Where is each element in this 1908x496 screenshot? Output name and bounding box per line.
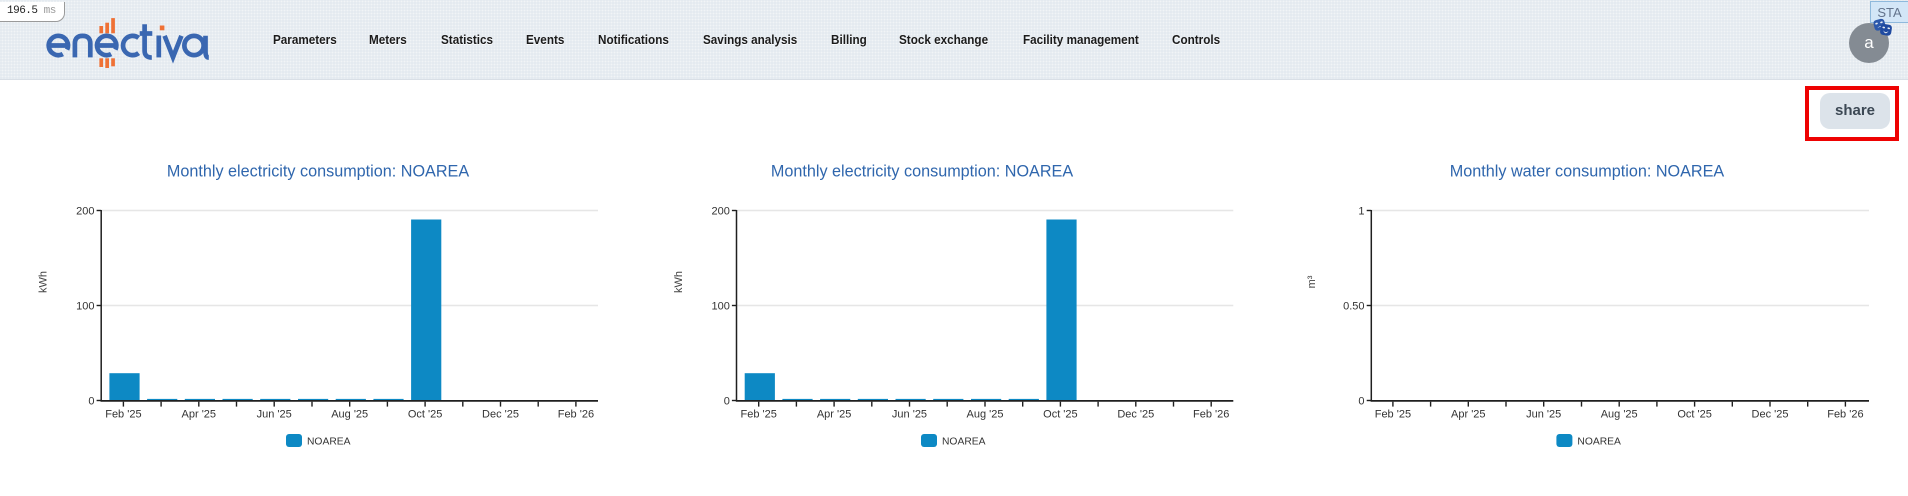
svg-text:Apr '25: Apr '25 bbox=[817, 409, 852, 421]
svg-text:Oct '25: Oct '25 bbox=[1677, 409, 1712, 421]
svg-text:Oct '25: Oct '25 bbox=[1043, 409, 1078, 421]
svg-text:kWh: kWh bbox=[673, 271, 685, 293]
svg-text:Jun '25: Jun '25 bbox=[257, 409, 292, 421]
svg-text:kWh: kWh bbox=[38, 271, 50, 293]
svg-text:100: 100 bbox=[712, 301, 730, 313]
svg-text:Feb '25: Feb '25 bbox=[1375, 409, 1411, 421]
svg-text:Dec '25: Dec '25 bbox=[1752, 409, 1789, 421]
svg-text:0: 0 bbox=[1358, 396, 1364, 408]
svg-text:Aug '25: Aug '25 bbox=[1601, 409, 1638, 421]
svg-text:Dec '25: Dec '25 bbox=[1117, 409, 1154, 421]
svg-text:0: 0 bbox=[724, 396, 730, 408]
svg-text:Oct '25: Oct '25 bbox=[408, 409, 443, 421]
svg-text:Monthly electricity consumptio: Monthly electricity consumption: NOAREA bbox=[771, 163, 1073, 181]
svg-text:NOAREA: NOAREA bbox=[307, 437, 351, 448]
svg-text:Apr '25: Apr '25 bbox=[1451, 409, 1486, 421]
svg-text:Feb '26: Feb '26 bbox=[558, 409, 594, 421]
svg-text:Monthly water consumption: NOA: Monthly water consumption: NOAREA bbox=[1450, 163, 1725, 181]
svg-text:Feb '26: Feb '26 bbox=[1193, 409, 1229, 421]
svg-text:100: 100 bbox=[76, 301, 94, 313]
svg-text:NOAREA: NOAREA bbox=[942, 437, 986, 448]
svg-text:m³: m³ bbox=[1306, 275, 1318, 288]
svg-text:Aug '25: Aug '25 bbox=[331, 409, 368, 421]
svg-text:Apr '25: Apr '25 bbox=[182, 409, 217, 421]
svg-text:200: 200 bbox=[712, 206, 730, 218]
svg-text:Feb '25: Feb '25 bbox=[741, 409, 777, 421]
svg-text:Feb '25: Feb '25 bbox=[105, 409, 141, 421]
svg-text:200: 200 bbox=[76, 206, 94, 218]
svg-text:Jun '25: Jun '25 bbox=[1526, 409, 1561, 421]
svg-text:Dec '25: Dec '25 bbox=[482, 409, 519, 421]
svg-text:Aug '25: Aug '25 bbox=[967, 409, 1004, 421]
svg-text:1: 1 bbox=[1358, 206, 1364, 218]
svg-text:Feb '26: Feb '26 bbox=[1827, 409, 1863, 421]
svg-text:0.50: 0.50 bbox=[1343, 301, 1364, 313]
svg-text:0: 0 bbox=[88, 396, 94, 408]
svg-text:Monthly electricity consumptio: Monthly electricity consumption: NOAREA bbox=[167, 163, 469, 181]
svg-text:Jun '25: Jun '25 bbox=[892, 409, 927, 421]
svg-text:NOAREA: NOAREA bbox=[1577, 437, 1621, 448]
